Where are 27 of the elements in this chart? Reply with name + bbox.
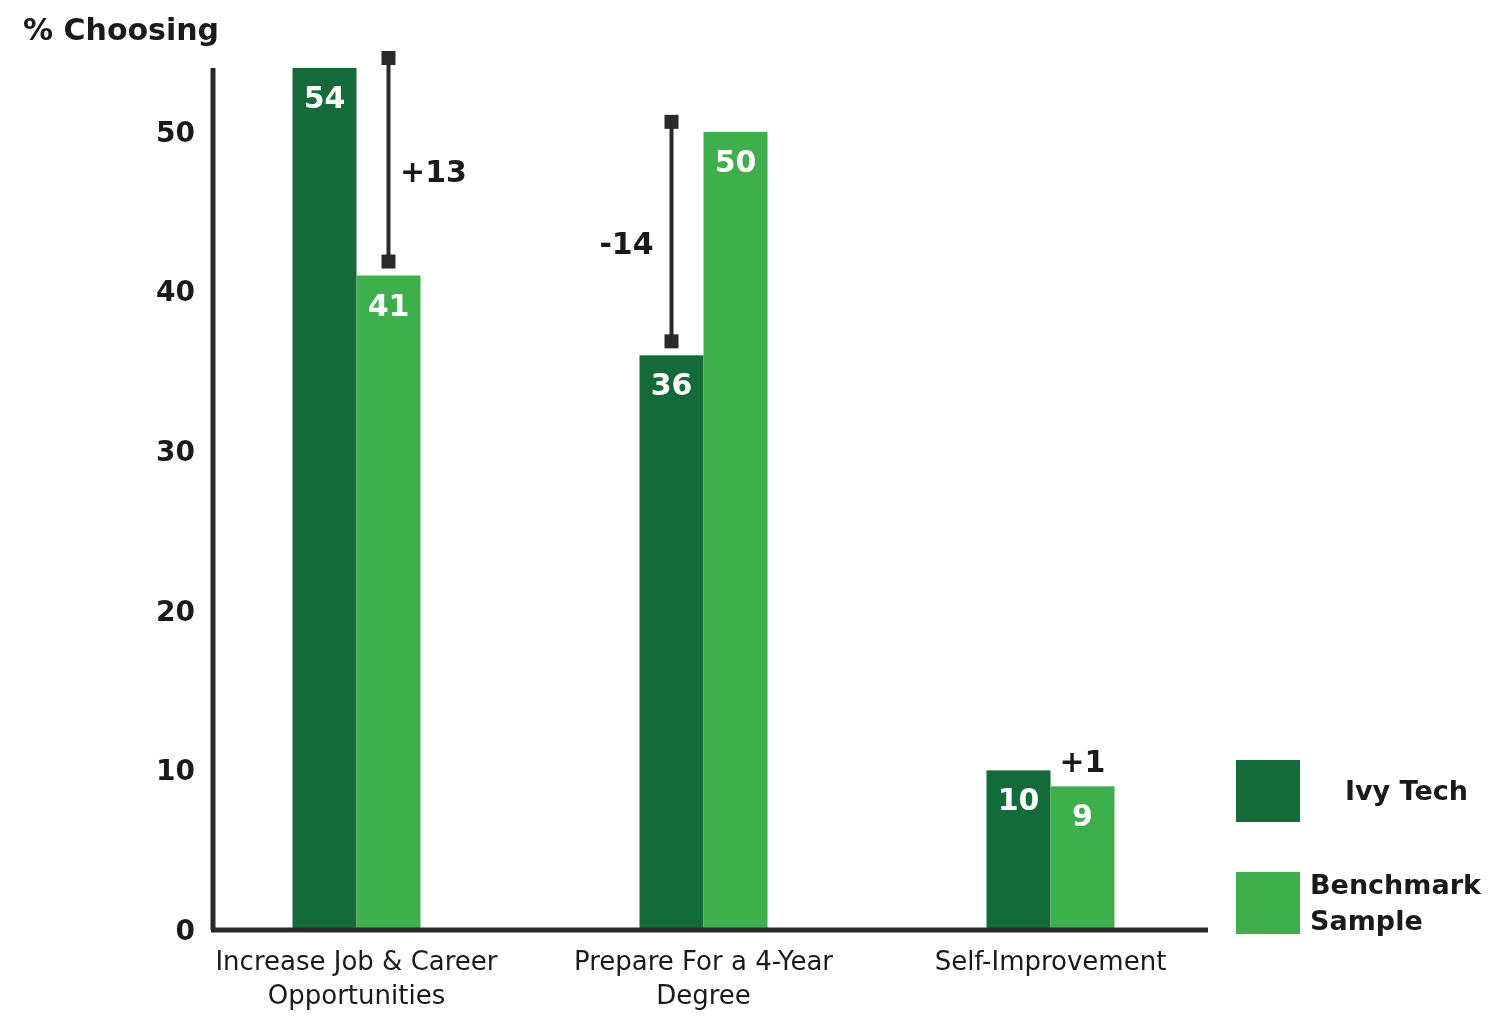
y-tick-label: 0 bbox=[175, 913, 195, 947]
bar bbox=[703, 131, 768, 930]
bar bbox=[356, 275, 421, 930]
data-label: 36 bbox=[650, 367, 693, 403]
annotation: +1 bbox=[1059, 744, 1106, 780]
x-tick-label: Prepare For a 4-Year Degree bbox=[573, 946, 834, 1010]
y-tick-label: 40 bbox=[156, 275, 195, 309]
annotation: -14 bbox=[599, 225, 654, 261]
x-tick-label: Self-Improvement bbox=[934, 946, 1167, 976]
data-label: 10 bbox=[997, 782, 1040, 818]
legend-label: Ivy Tech bbox=[1344, 775, 1468, 806]
annotation: +13 bbox=[400, 153, 467, 189]
bar bbox=[292, 68, 357, 930]
data-label: 9 bbox=[1072, 798, 1093, 834]
y-tick-label: 10 bbox=[156, 754, 195, 788]
bar bbox=[1050, 786, 1115, 930]
y-tick-label: 30 bbox=[156, 434, 195, 468]
data-label: 54 bbox=[303, 80, 346, 115]
bar bbox=[639, 355, 704, 930]
data-label: 41 bbox=[367, 287, 410, 323]
legend-label: Benchmark Sample bbox=[1310, 869, 1483, 936]
y-tick-label: 50 bbox=[156, 115, 195, 149]
y-axis-title: % Choosing bbox=[23, 12, 220, 47]
x-tick-label: Increase Job & Career Opportunities bbox=[215, 946, 498, 1010]
bar bbox=[986, 770, 1051, 930]
y-tick-label: 20 bbox=[156, 594, 195, 628]
data-label: 50 bbox=[714, 143, 757, 179]
